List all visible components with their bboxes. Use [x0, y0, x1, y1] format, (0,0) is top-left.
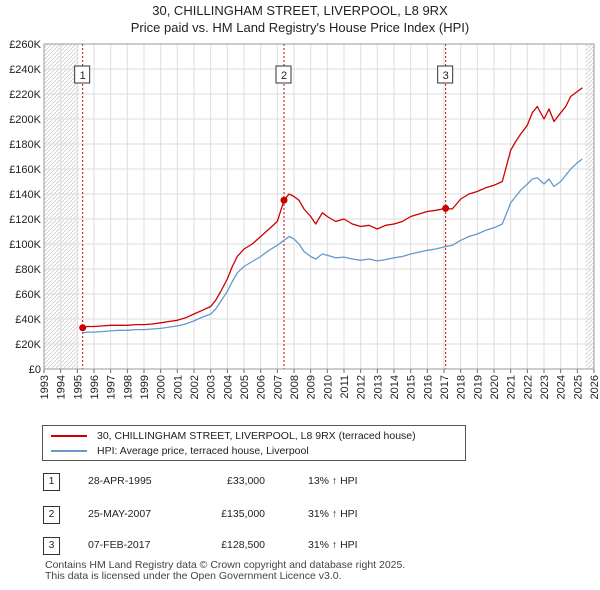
- legend-label-hpi: HPI: Average price, terraced house, Live…: [97, 445, 309, 457]
- transaction-date: 25-MAY-2007: [88, 508, 152, 520]
- y-tick-label: £180K: [9, 139, 41, 151]
- transaction-point: [79, 324, 87, 332]
- chart-title: 30, CHILLINGHAM STREET, LIVERPOOL, L8 9R…: [152, 3, 448, 18]
- table-row: 3 07-FEB-2017 £128,500 31% ↑ HPI: [40, 537, 540, 555]
- x-tick-label: 2017: [439, 375, 451, 399]
- y-tick-label: £80K: [15, 264, 41, 276]
- transaction-point: [280, 196, 288, 204]
- x-tick-label: 2019: [472, 375, 484, 399]
- y-tick-label: £120K: [9, 214, 41, 226]
- footer-copyright: Contains HM Land Registry data © Crown c…: [45, 559, 406, 571]
- x-tick-label: 2023: [539, 375, 551, 399]
- x-tick-label: 2026: [589, 375, 600, 399]
- x-tick-label: 2012: [356, 375, 368, 399]
- x-tick-label: 1997: [106, 375, 118, 399]
- transaction-markers: [79, 196, 450, 332]
- x-tick-label: 2000: [156, 375, 168, 399]
- series-line: [82, 87, 583, 329]
- transaction-label: 2: [281, 70, 287, 82]
- x-tick-label: 1995: [72, 375, 84, 399]
- transaction-number: 1: [43, 473, 60, 491]
- transaction-price: £33,000: [227, 475, 265, 487]
- transaction-label-box: [74, 65, 91, 84]
- footer: Contains HM Land Registry data © Crown c…: [45, 560, 405, 582]
- x-tick-label: 2020: [489, 375, 501, 399]
- x-tick-label: 1999: [139, 375, 151, 399]
- legend-item-hpi: HPI: Average price, terraced house, Live…: [51, 443, 309, 459]
- y-tick-label: £0: [29, 364, 41, 376]
- y-tick-label: £60K: [15, 289, 41, 301]
- legend: 30, CHILLINGHAM STREET, LIVERPOOL, L8 9R…: [42, 425, 466, 461]
- transaction-hpi: 13% ↑ HPI: [308, 475, 358, 487]
- chart-subtitle: Price paid vs. HM Land Registry's House …: [130, 20, 470, 35]
- pre-data-hatch: [44, 44, 79, 369]
- table-row: 1 28-APR-1995 £33,000 13% ↑ HPI: [40, 473, 540, 491]
- hatch-region: [44, 44, 79, 369]
- x-tick-label: 2010: [322, 375, 334, 399]
- transaction-lines: 1 2 3: [74, 44, 454, 369]
- series-line: [82, 158, 583, 334]
- x-tick-label: 2004: [222, 375, 234, 399]
- transaction-date: 28-APR-1995: [88, 475, 152, 487]
- transaction-price: £135,000: [221, 508, 265, 520]
- y-tick-label: £100K: [9, 239, 41, 251]
- transaction-hpi: 31% ↑ HPI: [308, 539, 358, 551]
- x-tick-label: 2021: [506, 375, 518, 399]
- y-tick-label: £260K: [9, 39, 41, 51]
- y-tick-label: £160K: [9, 164, 41, 176]
- y-tick-label: £220K: [9, 89, 41, 101]
- transaction-label: 3: [443, 70, 449, 82]
- plot-frame: [43, 43, 595, 370]
- grid: [43, 43, 595, 370]
- x-tick-label: 2007: [272, 375, 284, 399]
- post-data-hatch: [585, 44, 594, 369]
- x-tick-label: 2011: [339, 375, 351, 399]
- transaction-label-box: [275, 65, 292, 84]
- table-row: 2 25-MAY-2007 £135,000 31% ↑ HPI: [40, 506, 540, 524]
- x-axis: 1993 1994 1995 1996 1997 1998 1999 2000 2001 2002…: [39, 369, 600, 399]
- y-tick-label: £40K: [15, 314, 41, 326]
- y-tick-label: £140K: [9, 189, 41, 201]
- transaction-label: 1: [80, 70, 86, 82]
- x-tick-label: 2014: [389, 375, 401, 399]
- x-tick-label: 2013: [372, 375, 384, 399]
- legend-label-property: 30, CHILLINGHAM STREET, LIVERPOOL, L8 9R…: [97, 430, 416, 442]
- footer-license: This data is licensed under the Open Gov…: [45, 570, 342, 582]
- x-tick-label: 2001: [172, 375, 184, 399]
- x-tick-label: 1993: [39, 375, 51, 399]
- x-tick-label: 2016: [422, 375, 434, 399]
- y-tick-label: £20K: [15, 339, 41, 351]
- legend-swatch-property: [51, 435, 87, 437]
- price-chart: 1 2 3 £0 £20K £40K £60K £80K £100K £120K £140K £16…: [9, 39, 600, 399]
- x-tick-label: 2002: [189, 375, 201, 399]
- transaction-number: 3: [43, 537, 60, 555]
- x-tick-label: 2006: [256, 375, 268, 399]
- x-tick-label: 2018: [456, 375, 468, 399]
- transaction-label-box: [437, 65, 454, 84]
- x-tick-label: 1996: [89, 375, 101, 399]
- transaction-date: 07-FEB-2017: [88, 539, 151, 551]
- legend-swatch-hpi: [51, 450, 87, 452]
- x-tick-label: 2008: [289, 375, 301, 399]
- transaction-number: 2: [43, 506, 60, 524]
- y-tick-label: £200K: [9, 114, 41, 126]
- x-tick-label: 2024: [556, 375, 568, 399]
- transaction-point: [442, 204, 450, 212]
- x-tick-label: 2015: [406, 375, 418, 399]
- x-tick-label: 2003: [206, 375, 218, 399]
- y-tick-label: £240K: [9, 64, 41, 76]
- legend-item-property: 30, CHILLINGHAM STREET, LIVERPOOL, L8 9R…: [51, 428, 416, 444]
- x-tick-label: 2005: [239, 375, 251, 399]
- transaction-hpi: 31% ↑ HPI: [308, 508, 358, 520]
- x-tick-label: 2009: [306, 375, 318, 399]
- y-axis: £0 £20K £40K £60K £80K £100K £120K £140K £160K £1…: [9, 39, 41, 376]
- hatch-region: [585, 44, 594, 369]
- x-tick-label: 2025: [572, 375, 584, 399]
- series-lines: [82, 87, 583, 334]
- x-tick-label: 2022: [522, 375, 534, 399]
- transaction-price: £128,500: [221, 539, 265, 551]
- x-tick-label: 1998: [122, 375, 134, 399]
- x-tick-label: 1994: [56, 375, 68, 399]
